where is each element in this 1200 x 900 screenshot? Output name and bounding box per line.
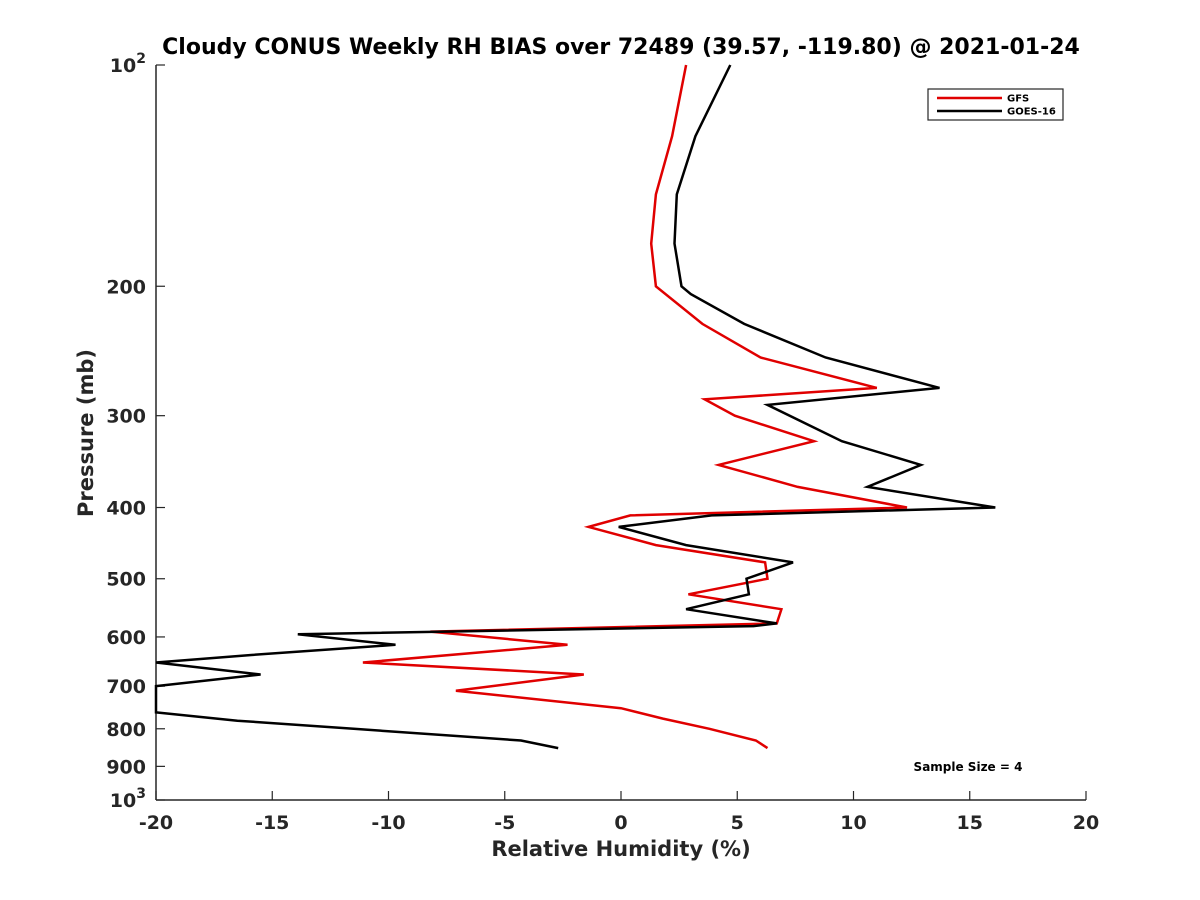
- legend-box: [927, 88, 1064, 121]
- legend: GFS GOES-16: [927, 88, 1064, 121]
- y-tick-label: 800: [106, 719, 146, 741]
- x-tick-label: -20: [139, 812, 173, 834]
- x-ticks: -20 -15 -10 -5 0 5 10 15 20: [139, 791, 1099, 834]
- y-tick-label: 103: [110, 786, 146, 812]
- legend-label: GOES-16: [1007, 107, 1056, 118]
- x-tick-label: -15: [255, 812, 289, 834]
- series-line-gfs: [362, 64, 908, 750]
- y-tick-label: 500: [106, 569, 146, 591]
- y-tick-label: 102: [110, 51, 146, 77]
- x-tick-label: 5: [731, 812, 744, 834]
- x-tick-label: 15: [957, 812, 983, 834]
- y-tick-label: 300: [106, 406, 146, 428]
- y-tick-base: 10: [110, 55, 136, 77]
- chart-title: Cloudy CONUS Weekly RH BIAS over 72489 (…: [162, 35, 1080, 60]
- x-tick-label: 10: [840, 812, 866, 834]
- plot-area: -20 -15 -10 -5 0 5 10 15 20 10220030040050060070…: [106, 51, 1099, 834]
- x-tick-label: 0: [614, 812, 627, 834]
- y-tick-exponent: 3: [136, 786, 146, 802]
- legend-label: GFS: [1007, 94, 1029, 105]
- y-tick-exponent: 2: [136, 51, 146, 67]
- y-tick-label: 400: [106, 498, 146, 520]
- series-line-goes-16: [154, 64, 996, 750]
- x-tick-label: -5: [494, 812, 515, 834]
- y-tick-label: 200: [106, 276, 146, 298]
- y-tick-label: 700: [106, 676, 146, 698]
- y-tick-label: 900: [106, 756, 146, 778]
- series-group: [154, 64, 996, 750]
- x-axis-label: Relative Humidity (%): [491, 837, 750, 861]
- y-tick-base: 10: [110, 790, 136, 812]
- x-tick-label: -10: [371, 812, 405, 834]
- x-tick-label: 20: [1073, 812, 1099, 834]
- y-axis-label: Pressure (mb): [74, 349, 98, 517]
- y-tick-label: 600: [106, 627, 146, 649]
- sample-size-annotation: Sample Size = 4: [914, 760, 1023, 774]
